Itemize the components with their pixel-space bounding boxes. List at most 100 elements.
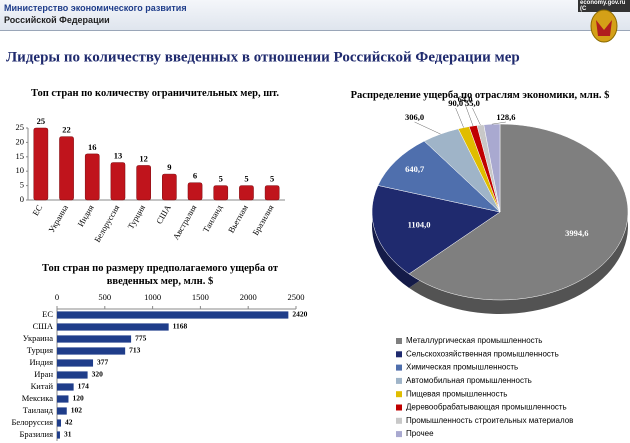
pie-slice — [371, 185, 501, 275]
value-label: 9 — [167, 162, 171, 172]
x-tick-label: Белоруссия — [92, 203, 121, 244]
x-tick-label: 1000 — [144, 292, 161, 302]
y-tick-label: 0 — [20, 194, 24, 204]
x-tick-label: Турция — [125, 203, 147, 231]
x-tick-label: ЕС — [30, 203, 44, 218]
value-label: 6 — [193, 171, 197, 181]
pie-slice — [377, 140, 501, 213]
slide-title: Лидеры по количеству введенных в отношен… — [6, 49, 520, 65]
bar — [57, 371, 88, 379]
y-tick-label: 25 — [16, 122, 25, 132]
value-label: 12 — [139, 153, 148, 163]
legend-swatch — [396, 351, 402, 358]
legend-label: Деревообрабатывающая промышленность — [406, 403, 567, 412]
legend-label: Металлургическая промышленность — [406, 336, 542, 345]
x-tick-label: Индия — [75, 203, 95, 228]
y-tick-label: 15 — [16, 151, 25, 161]
y-tick-label: Индия — [30, 357, 54, 367]
legend-label: Автомобильная промышленность — [406, 376, 532, 385]
bar — [187, 182, 203, 201]
x-tick-label: 2500 — [288, 292, 305, 302]
chart-title: Топ стран по размеру предполагаемого уще… — [42, 263, 278, 287]
bar — [213, 185, 229, 201]
legend-label: Пищевая промышленность — [406, 389, 507, 398]
bar — [57, 383, 74, 391]
bar — [110, 162, 126, 201]
value-label: 1168 — [173, 322, 188, 331]
value-label: 320 — [92, 370, 104, 379]
legend-label: Сельскохозяйственная промышленность — [406, 349, 559, 358]
bar — [59, 136, 74, 201]
value-label: 64,0 — [458, 94, 473, 104]
legend-label: Химическая промышленность — [406, 363, 518, 372]
x-tick-label: Австралия — [171, 203, 199, 241]
leader-line — [491, 121, 506, 125]
legend-swatch — [396, 338, 402, 344]
y-tick-label: 10 — [16, 165, 25, 175]
x-tick-label: Украина — [46, 203, 70, 234]
x-tick-label: 0 — [55, 292, 59, 302]
bar — [57, 419, 62, 427]
value-label: 713 — [129, 346, 141, 355]
value-label: 5 — [270, 174, 274, 184]
bar — [57, 323, 169, 331]
y-tick-label: Белоруссия — [11, 417, 53, 427]
legend-swatch — [396, 431, 402, 438]
y-tick-label: Китай — [31, 381, 54, 391]
x-tick-label: 2000 — [240, 292, 257, 302]
bar — [136, 165, 151, 201]
leader-line — [455, 107, 464, 128]
value-label: 55,0 — [465, 98, 480, 108]
value-label: 174 — [78, 382, 90, 391]
x-tick-label: Таиланд — [200, 202, 224, 234]
legend-swatch — [396, 364, 402, 371]
header: Министерство экономического развития Рос… — [0, 0, 630, 31]
bar — [57, 359, 94, 367]
leader-line — [472, 107, 481, 126]
x-tick-label: Вьетнам — [226, 202, 250, 234]
bar — [57, 431, 60, 439]
country: Российской Федерации — [4, 15, 110, 25]
value-label: 2420 — [292, 310, 307, 319]
bar — [239, 185, 254, 201]
value-label: 377 — [97, 358, 109, 367]
bar — [162, 173, 177, 201]
chart-title: Распределение ущерба по отраслям экономи… — [350, 90, 610, 101]
bar — [84, 153, 100, 201]
legend-swatch — [396, 404, 402, 411]
value-label: 102 — [71, 406, 83, 415]
y-tick-label: Бразилия — [19, 429, 53, 439]
x-tick-label: 500 — [98, 292, 111, 302]
bar — [57, 335, 132, 343]
y-tick-label: Украина — [23, 333, 54, 343]
value-label: 22 — [62, 125, 71, 135]
emblem — [590, 9, 618, 43]
y-tick-label: Иран — [34, 369, 53, 379]
x-tick-label: 1500 — [192, 292, 209, 302]
value-label: 775 — [135, 334, 147, 343]
leader-line — [414, 121, 441, 135]
y-tick-label: 5 — [20, 180, 24, 190]
legend-label: Прочее — [406, 429, 434, 438]
value-label: 13 — [114, 151, 123, 161]
legend-label: Промышленность строительных материалов — [406, 416, 573, 425]
value-label: 5 — [244, 174, 248, 184]
value-label: 42 — [65, 418, 73, 427]
y-tick-label: 20 — [16, 136, 25, 146]
value-label: 1104,0 — [408, 219, 431, 229]
bar — [264, 185, 280, 201]
y-tick-label: Мексика — [22, 393, 53, 403]
value-label: 3994,6 — [565, 228, 588, 238]
y-tick-label: ЕС — [42, 309, 53, 319]
bar — [57, 347, 126, 355]
value-label: 90,0 — [448, 98, 463, 108]
value-label: 640,7 — [405, 164, 425, 174]
value-label: 31 — [64, 430, 72, 439]
ministry: Министерство экономического развития — [4, 3, 187, 13]
bar — [57, 311, 289, 319]
value-label: 120 — [72, 394, 84, 403]
bar — [57, 395, 69, 403]
y-tick-label: Таиланд — [23, 405, 54, 415]
